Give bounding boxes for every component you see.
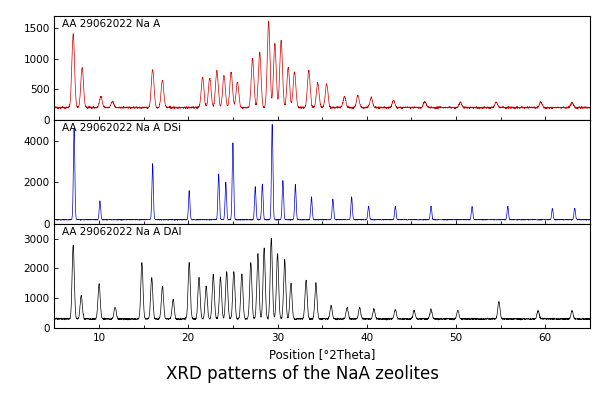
Text: AA 29062022 Na A DSi: AA 29062022 Na A DSi: [62, 123, 182, 133]
Text: AA 29062022 Na A: AA 29062022 Na A: [62, 19, 161, 29]
Text: AA 29062022 Na A DAl: AA 29062022 Na A DAl: [62, 227, 182, 237]
X-axis label: Position [°2Theta]: Position [°2Theta]: [269, 348, 375, 361]
Text: XRD patterns of the NaA zeolites: XRD patterns of the NaA zeolites: [166, 365, 439, 383]
